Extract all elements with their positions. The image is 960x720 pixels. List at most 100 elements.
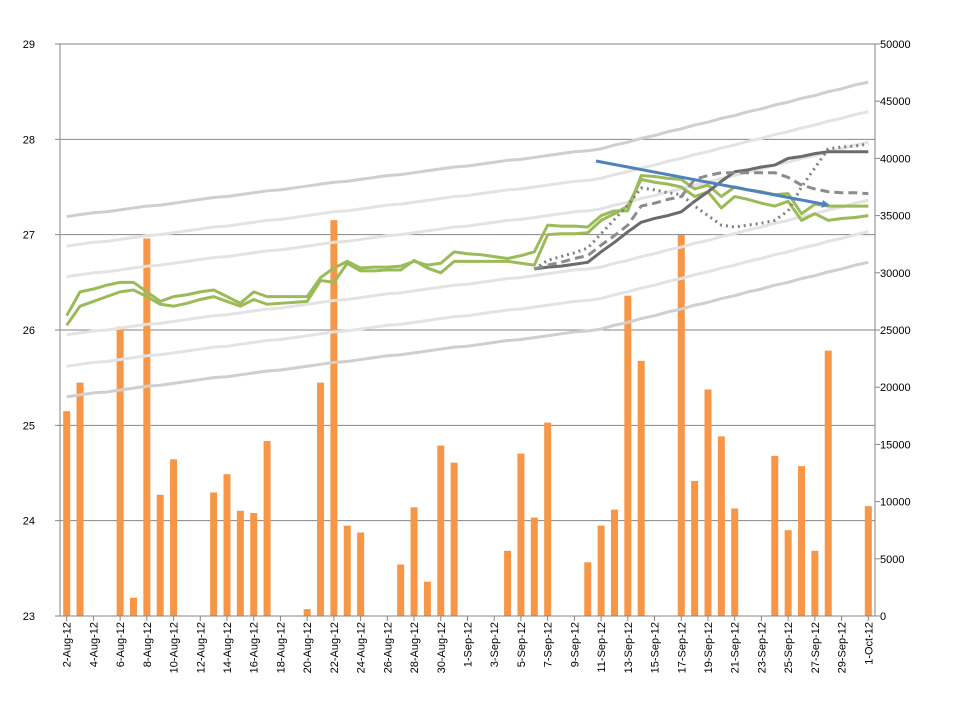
bar	[704, 389, 712, 616]
bar	[824, 350, 832, 616]
y2-tick-label: 5000	[880, 554, 904, 566]
bar	[343, 525, 351, 616]
bar	[170, 459, 178, 616]
bar	[330, 220, 338, 616]
x-tick-label: 12-Aug-12	[195, 622, 207, 673]
y-tick-label: 24	[23, 516, 35, 528]
x-tick-label: 22-Aug-12	[329, 622, 341, 673]
y2-tick-label: 15000	[880, 439, 911, 451]
bar	[76, 382, 84, 616]
line	[66, 140, 869, 279]
y2-tick-label: 40000	[880, 153, 911, 165]
x-tick-label: 3-Sep-12	[489, 622, 501, 667]
bar	[530, 517, 538, 616]
x-tick-label: 4-Aug-12	[88, 622, 100, 667]
bar	[63, 411, 71, 616]
bar	[410, 507, 418, 616]
x-tick-label: 20-Aug-12	[302, 622, 314, 673]
x-tick-label: 11-Sep-12	[596, 622, 608, 673]
y2-tick-label: 20000	[880, 382, 911, 394]
y2-tick-label: 25000	[880, 325, 911, 337]
bar	[450, 462, 458, 616]
x-tick-label: 21-Sep-12	[730, 622, 742, 673]
x-tick-label: 17-Sep-12	[676, 622, 688, 673]
bar	[156, 494, 164, 616]
bar	[544, 422, 552, 616]
bar	[116, 326, 124, 616]
line	[533, 171, 869, 271]
line	[534, 150, 869, 271]
bar	[236, 510, 244, 616]
bar	[437, 445, 445, 616]
bar	[864, 506, 872, 616]
x-tick-label: 16-Aug-12	[249, 622, 261, 673]
x-tick-label: 13-Sep-12	[623, 622, 635, 673]
bar	[397, 564, 405, 616]
x-tick-label: 29-Sep-12	[837, 622, 849, 673]
x-tick-label: 9-Sep-12	[569, 622, 581, 667]
x-tick-label: 15-Sep-12	[650, 622, 662, 673]
bar	[250, 513, 258, 616]
bar	[129, 597, 137, 616]
bar	[210, 492, 218, 616]
y-tick-label: 25	[23, 420, 35, 432]
y-tick-label: 28	[23, 134, 35, 146]
x-tick-label: 19-Sep-12	[703, 622, 715, 673]
bar	[423, 581, 431, 616]
y2-tick-label: 35000	[880, 211, 911, 223]
bar	[784, 530, 792, 616]
y2-tick-label: 45000	[880, 96, 911, 108]
bar	[677, 235, 685, 616]
line	[66, 230, 869, 368]
bar	[771, 455, 779, 616]
line	[66, 80, 869, 219]
line	[66, 260, 869, 399]
bar	[303, 609, 311, 616]
bar	[731, 508, 739, 616]
y2-tick-label: 10000	[880, 497, 911, 509]
x-tick-label: 8-Aug-12	[142, 622, 154, 667]
x-tick-label: 28-Aug-12	[409, 622, 421, 673]
bar	[798, 466, 806, 616]
bar	[717, 436, 725, 616]
y-tick-label: 29	[23, 39, 35, 51]
y2-tick-label: 50000	[880, 39, 911, 51]
line	[65, 177, 869, 327]
x-tick-label: 18-Aug-12	[275, 622, 287, 673]
bar	[691, 481, 699, 616]
x-tick-label: 1-Sep-12	[463, 622, 475, 667]
x-tick-label: 1-Oct-12	[863, 622, 875, 665]
x-tick-label: 6-Aug-12	[115, 622, 127, 667]
x-tick-label: 7-Sep-12	[543, 622, 555, 667]
y-tick-label: 27	[23, 230, 35, 242]
bar	[610, 509, 618, 616]
bar	[357, 532, 365, 616]
line	[533, 142, 869, 271]
bar	[263, 440, 271, 616]
y2-tick-label: 30000	[880, 268, 911, 280]
bar	[223, 474, 231, 616]
x-tick-label: 26-Aug-12	[382, 622, 394, 673]
x-tick-label: 2-Aug-12	[62, 622, 74, 667]
trend-arrow	[595, 159, 830, 208]
x-tick-label: 27-Sep-12	[810, 622, 822, 673]
bar	[637, 360, 645, 616]
x-tick-label: 25-Sep-12	[783, 622, 795, 673]
line	[66, 110, 869, 248]
bar	[584, 562, 592, 616]
x-tick-label: 30-Aug-12	[436, 622, 448, 673]
y2-tick-label: 0	[880, 611, 886, 623]
x-tick-label: 14-Aug-12	[222, 622, 234, 673]
bar	[143, 238, 151, 617]
bar	[517, 453, 525, 616]
y-tick-label: 26	[23, 325, 35, 337]
bar	[811, 550, 819, 616]
bar	[317, 382, 325, 616]
bar	[624, 295, 632, 616]
y-tick-label: 23	[23, 611, 35, 623]
line	[66, 198, 869, 337]
bar	[504, 550, 512, 616]
x-tick-label: 24-Aug-12	[356, 622, 368, 673]
x-tick-label: 23-Sep-12	[756, 622, 768, 673]
